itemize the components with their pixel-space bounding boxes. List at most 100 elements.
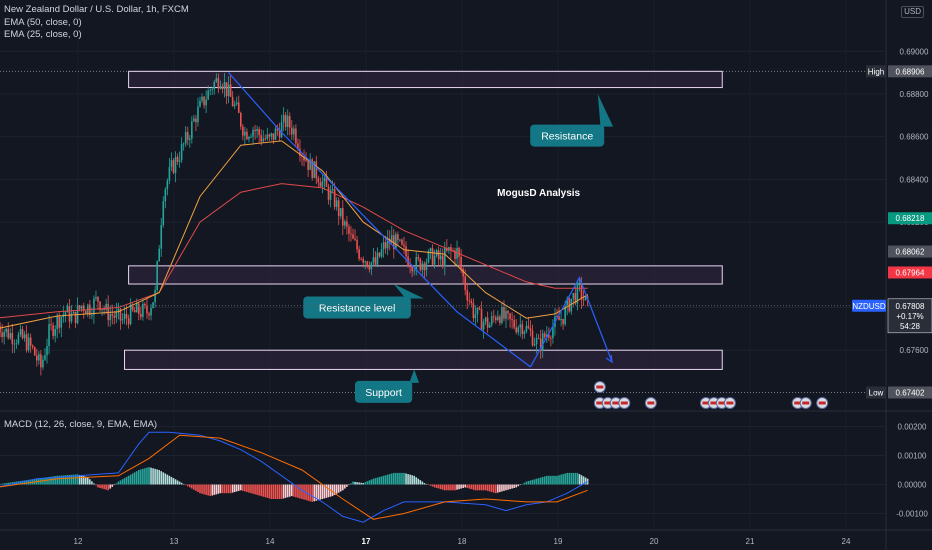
candle xyxy=(237,102,240,113)
candle xyxy=(527,325,530,329)
candle xyxy=(189,138,191,140)
event-icon-flag xyxy=(596,401,604,405)
macd-line xyxy=(0,431,588,523)
macd-histogram-bar xyxy=(129,474,132,485)
candle xyxy=(439,255,442,260)
macd-histogram-bar xyxy=(109,484,112,489)
macd-histogram-bar xyxy=(492,484,495,493)
ema50-legend[interactable]: EMA (50, close, 0) xyxy=(4,17,82,28)
macd-histogram-bar xyxy=(127,475,130,485)
macd-histogram-bar xyxy=(184,484,187,486)
candle xyxy=(344,221,346,226)
candle xyxy=(286,116,289,127)
macd-histogram-bar xyxy=(523,482,526,485)
candle xyxy=(52,325,54,336)
macd-histogram-bar xyxy=(464,484,466,488)
candle xyxy=(40,354,42,368)
candle xyxy=(144,303,146,306)
candle xyxy=(246,131,248,140)
event-icon-flag xyxy=(596,385,604,389)
candle xyxy=(478,307,481,310)
candle xyxy=(368,266,371,270)
ema25-legend[interactable]: EMA (25, close, 0) xyxy=(4,29,82,40)
macd-histogram-bar xyxy=(546,475,548,485)
macd-histogram-bar xyxy=(284,484,287,498)
macd-histogram-bar xyxy=(568,472,571,485)
macd-histogram-bar xyxy=(466,484,469,488)
candle xyxy=(378,252,381,257)
macd-histogram-bar xyxy=(189,484,191,488)
macd-histogram-bar xyxy=(354,481,356,485)
candle xyxy=(113,315,116,318)
price-badge-label: 0.67964 xyxy=(896,268,925,277)
macd-histogram-bar xyxy=(499,484,501,493)
macd-histogram-bar xyxy=(509,484,511,490)
candle xyxy=(272,133,275,140)
candle xyxy=(111,313,114,316)
macd-histogram-bar xyxy=(521,483,524,485)
support-zone xyxy=(124,349,723,370)
macd-histogram-bar xyxy=(490,484,493,493)
macd-legend[interactable]: MACD (12, 26, close, 9, EMA, EMA) xyxy=(4,419,158,430)
candle xyxy=(270,133,273,137)
macd-histogram-bar xyxy=(201,484,203,494)
candle xyxy=(80,305,83,309)
candle xyxy=(164,189,167,202)
macd-histogram-bar xyxy=(19,481,22,485)
candle xyxy=(339,208,342,217)
candle xyxy=(170,160,173,168)
macd-histogram-bar xyxy=(452,484,454,491)
price-badge-label: 0.68906 xyxy=(896,67,925,76)
candle xyxy=(152,302,154,309)
price-tick-label: 0.68600 xyxy=(900,133,929,142)
candle xyxy=(337,200,340,217)
macd-histogram-bar xyxy=(54,476,56,485)
candle xyxy=(503,307,505,319)
macd-histogram-bar xyxy=(480,484,483,491)
candle xyxy=(425,262,428,271)
resistance-level-zone xyxy=(128,265,723,285)
macd-histogram-bar xyxy=(531,479,534,485)
candle xyxy=(38,354,40,361)
macd-histogram-bar xyxy=(350,483,352,485)
macd-histogram-bar xyxy=(344,484,346,489)
price-tick-label: 0.68800 xyxy=(900,90,929,99)
candle xyxy=(203,96,205,106)
candle xyxy=(197,106,199,123)
candle xyxy=(531,330,534,346)
candle xyxy=(529,328,532,331)
macd-histogram-bar xyxy=(229,484,232,494)
candle xyxy=(66,305,69,313)
candle xyxy=(546,334,548,338)
currency-label[interactable]: USD xyxy=(901,6,924,18)
macd-histogram-bar xyxy=(368,480,371,485)
macd-histogram-bar xyxy=(342,484,344,491)
macd-histogram-bar xyxy=(433,484,436,488)
candle xyxy=(258,129,260,136)
time-tick-label: 18 xyxy=(458,537,467,546)
candle xyxy=(374,257,377,265)
macd-histogram-bar xyxy=(299,484,301,499)
macd-histogram-bar xyxy=(125,476,128,485)
symbol-legend[interactable]: New Zealand Dollar / U.S. Dollar, 1h, FX… xyxy=(4,4,189,15)
macd-histogram-bar xyxy=(111,484,114,487)
callout-box xyxy=(355,380,413,403)
event-icon-flag xyxy=(647,401,655,405)
candle xyxy=(44,355,46,360)
macd-histogram-bar xyxy=(417,478,420,485)
macd-histogram-bar xyxy=(364,482,367,485)
candle xyxy=(327,186,330,200)
candle xyxy=(240,112,242,127)
candle xyxy=(233,104,236,107)
macd-histogram-bar xyxy=(158,470,160,485)
candle xyxy=(121,319,124,321)
macd-histogram-bar xyxy=(282,484,285,499)
candle xyxy=(50,324,52,326)
candle xyxy=(23,334,26,339)
candle xyxy=(427,251,430,263)
candle xyxy=(405,246,407,257)
candle xyxy=(262,138,265,142)
candle xyxy=(576,283,579,304)
macd-histogram-bar xyxy=(270,484,273,499)
